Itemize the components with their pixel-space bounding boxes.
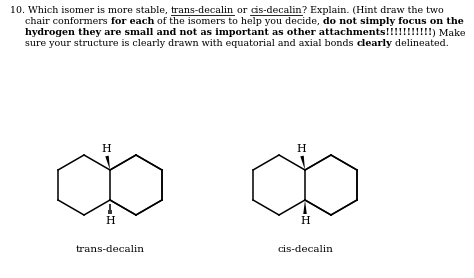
Text: cis-decalin: cis-decalin xyxy=(250,6,302,15)
Text: ) Make: ) Make xyxy=(432,28,466,37)
Polygon shape xyxy=(301,156,305,170)
Text: hydrogen they are small and not as important as other attachments!!!!!!!!!!!: hydrogen they are small and not as impor… xyxy=(25,28,432,37)
Text: sure your structure is clearly drawn with equatorial and axial bonds: sure your structure is clearly drawn wit… xyxy=(25,39,356,48)
Text: trans-decalin: trans-decalin xyxy=(75,245,145,254)
Text: trans-decalin: trans-decalin xyxy=(171,6,234,15)
Text: chair conformers: chair conformers xyxy=(25,17,110,26)
Text: of the isomers to help you decide,: of the isomers to help you decide, xyxy=(154,17,323,26)
Text: H: H xyxy=(300,216,310,226)
Polygon shape xyxy=(303,200,307,214)
Text: do not simply focus on the: do not simply focus on the xyxy=(323,17,464,26)
Text: cis-decalin: cis-decalin xyxy=(277,245,333,254)
Text: for each: for each xyxy=(110,17,154,26)
Text: H: H xyxy=(101,144,111,154)
Text: or: or xyxy=(234,6,250,15)
Polygon shape xyxy=(105,156,110,170)
Text: delineated.: delineated. xyxy=(392,39,449,48)
Text: 10. Which isomer is more stable,: 10. Which isomer is more stable, xyxy=(10,6,171,15)
Text: ? Explain. (Hint draw the two: ? Explain. (Hint draw the two xyxy=(302,6,444,15)
Text: H: H xyxy=(105,216,115,226)
Text: clearly: clearly xyxy=(356,39,392,48)
Text: H: H xyxy=(296,144,306,154)
